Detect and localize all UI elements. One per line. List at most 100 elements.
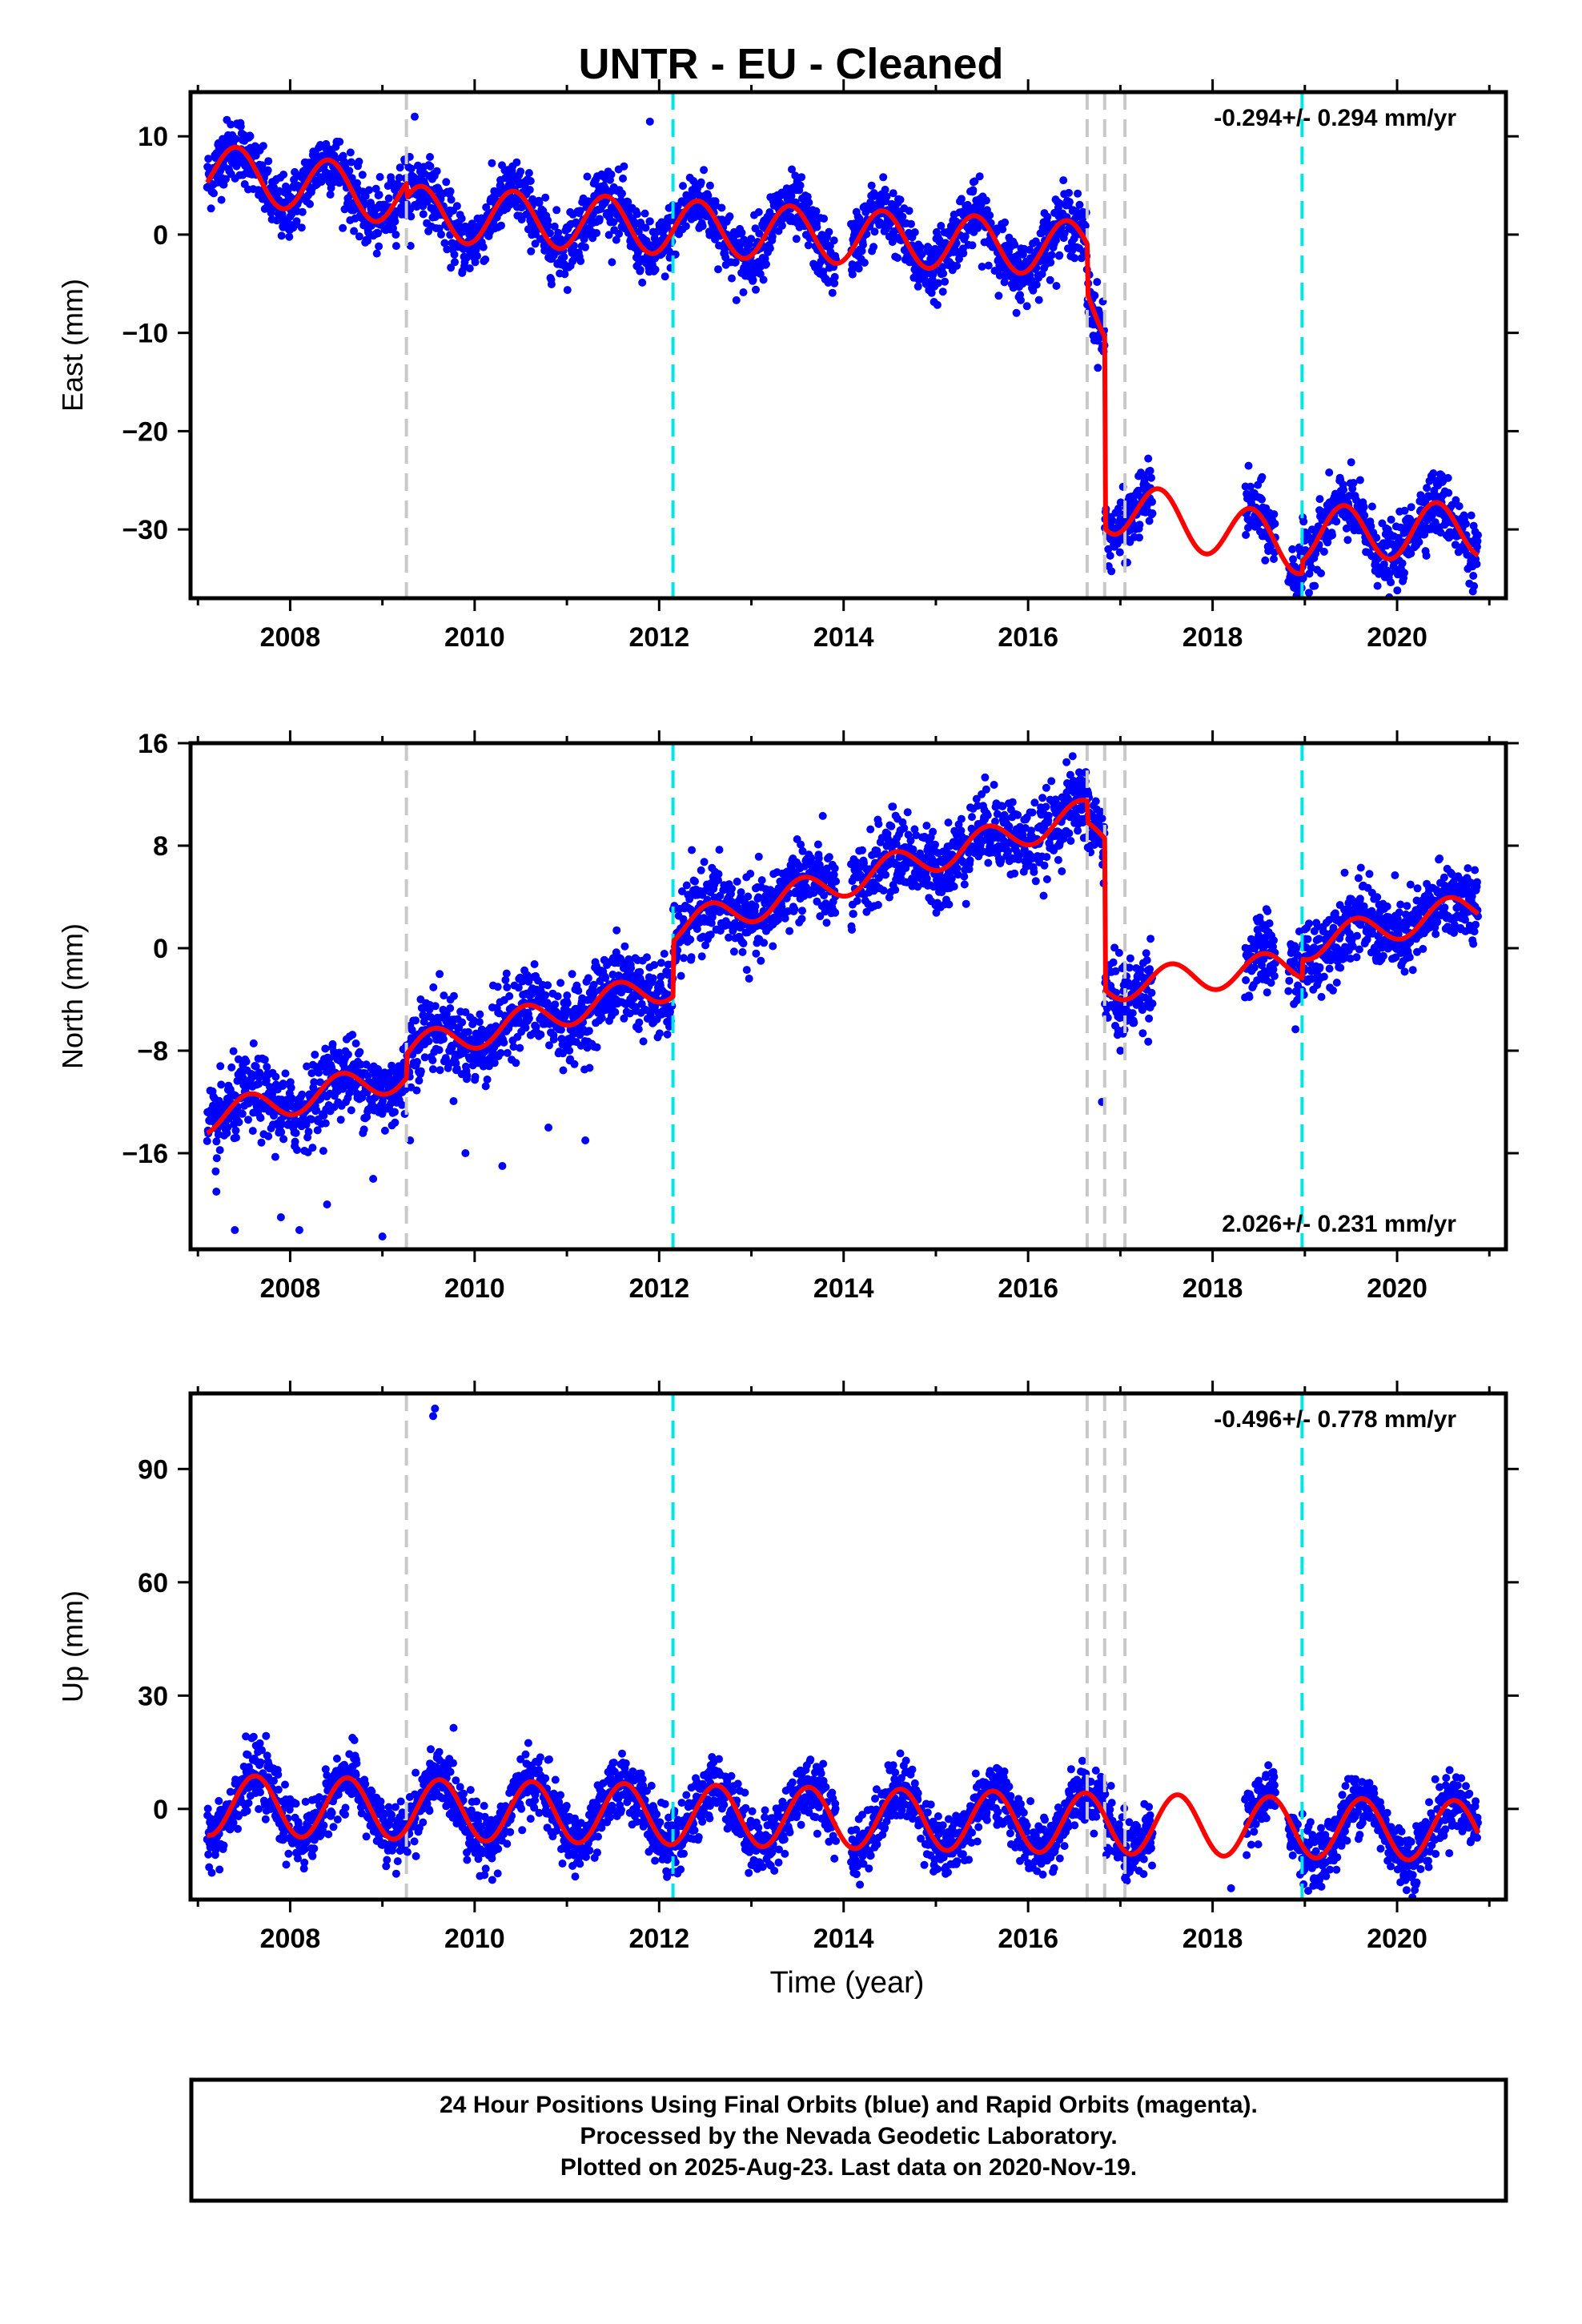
- data-point: [391, 231, 400, 239]
- data-point: [222, 175, 230, 183]
- data-point: [1319, 547, 1328, 556]
- data-point: [211, 1167, 220, 1176]
- chart-title: UNTR - EU - Cleaned: [578, 40, 1003, 88]
- data-point: [551, 1000, 560, 1009]
- data-point: [277, 1128, 286, 1136]
- data-point: [848, 926, 856, 934]
- data-point: [1470, 581, 1479, 590]
- data-point: [1343, 536, 1352, 545]
- data-point: [516, 167, 525, 176]
- data-point: [428, 1065, 437, 1074]
- data-point: [215, 1146, 224, 1155]
- data-point: [574, 987, 583, 995]
- data-point: [321, 1119, 330, 1128]
- data-point: [849, 910, 857, 919]
- data-point: [257, 1138, 266, 1147]
- data-point: [663, 1030, 672, 1039]
- data-point: [607, 170, 616, 179]
- data-point: [728, 884, 736, 893]
- data-point: [391, 1118, 400, 1127]
- data-point: [565, 1046, 574, 1055]
- data-point: [643, 953, 651, 962]
- data-point: [929, 827, 938, 836]
- data-point: [1443, 473, 1452, 482]
- data-point: [677, 971, 685, 980]
- data-point: [1422, 551, 1431, 560]
- data-point: [536, 1030, 545, 1039]
- data-point: [717, 203, 726, 212]
- data-point: [279, 171, 288, 179]
- data-point: [463, 1072, 472, 1080]
- data-point: [271, 1152, 279, 1161]
- data-point: [648, 974, 657, 983]
- data-point: [592, 229, 601, 237]
- data-point: [746, 870, 755, 878]
- data-point: [820, 215, 829, 223]
- data-point: [371, 184, 380, 193]
- data-point: [1420, 530, 1429, 539]
- data-point: [304, 1128, 313, 1136]
- data-point: [1026, 246, 1034, 254]
- data-point: [1145, 517, 1154, 525]
- data-point: [986, 211, 994, 219]
- data-point: [449, 1097, 458, 1105]
- data-point: [482, 203, 491, 211]
- data-point: [375, 173, 384, 181]
- data-point: [416, 1067, 425, 1076]
- data-point: [790, 905, 799, 914]
- data-point: [787, 191, 796, 200]
- data-point: [627, 963, 636, 972]
- data-point: [1349, 479, 1358, 487]
- data-point: [661, 272, 669, 281]
- data-point: [524, 169, 533, 177]
- data-point: [828, 288, 837, 297]
- data-point: [889, 189, 897, 198]
- data-point: [866, 825, 875, 834]
- data-point: [744, 892, 753, 901]
- data-point: [768, 232, 777, 241]
- data-point: [440, 239, 449, 247]
- data-point: [554, 228, 563, 237]
- data-point: [512, 158, 521, 167]
- data-point: [953, 261, 962, 270]
- data-point: [412, 1016, 420, 1025]
- data-point: [512, 1059, 520, 1068]
- data-point: [426, 162, 435, 171]
- data-point: [822, 919, 831, 927]
- data-point: [705, 181, 714, 190]
- data-point: [1472, 560, 1481, 569]
- data-point: [619, 174, 627, 183]
- data-point: [584, 974, 592, 983]
- data-point: [363, 236, 372, 245]
- data-point: [335, 138, 344, 146]
- data-point: [732, 296, 741, 304]
- data-point: [1473, 537, 1482, 545]
- data-point: [650, 961, 659, 969]
- data-point: [858, 846, 866, 854]
- data-point: [704, 191, 713, 200]
- data-point: [1059, 176, 1068, 185]
- data-point: [879, 173, 888, 182]
- data-point: [752, 949, 761, 958]
- data-point: [737, 228, 746, 237]
- data-point: [1299, 517, 1308, 526]
- data-point: [1469, 572, 1478, 580]
- data-point: [1246, 482, 1255, 491]
- data-point: [1359, 503, 1368, 511]
- data-point: [1379, 560, 1388, 569]
- data-point: [293, 1146, 301, 1154]
- data-point: [620, 162, 628, 171]
- data-point: [419, 210, 428, 219]
- data-point: [805, 198, 813, 207]
- data-point: [698, 222, 707, 231]
- data-point: [903, 808, 912, 817]
- data-point: [757, 956, 765, 965]
- data-point: [473, 251, 481, 260]
- x-tick-label: 2016: [998, 622, 1058, 653]
- data-point: [223, 1123, 232, 1132]
- data-point: [1017, 296, 1025, 304]
- data-point: [311, 1051, 319, 1059]
- data-point: [497, 221, 505, 230]
- data-point: [524, 1014, 533, 1023]
- data-point: [260, 1055, 269, 1064]
